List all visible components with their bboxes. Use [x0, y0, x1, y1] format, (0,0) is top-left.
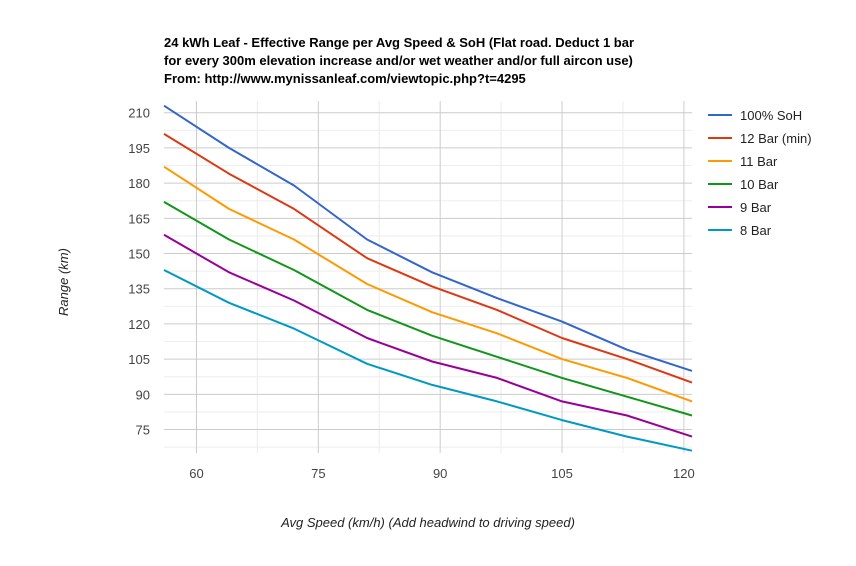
legend-label: 100% SoH: [740, 108, 802, 123]
major-gridlines: [164, 101, 692, 453]
y-tick-label: 105: [128, 352, 150, 367]
minor-gridlines: [164, 101, 692, 453]
legend-label: 9 Bar: [740, 200, 772, 215]
series-line-9-bar: [163, 233, 693, 438]
y-axis-ticks: 75 90 105 120 135 150 165 180 195 210: [128, 106, 150, 438]
legend-label: 10 Bar: [740, 177, 779, 192]
y-tick-label: 195: [128, 141, 150, 156]
y-tick-label: 150: [128, 247, 150, 262]
series-line-8-bar: [163, 269, 693, 452]
legend-item: 9 Bar: [708, 200, 772, 215]
y-tick-label: 120: [128, 317, 150, 332]
x-axis-ticks: 60 75 90 105 120: [189, 466, 694, 481]
series-line-100-soh: [163, 104, 693, 372]
chart-title-line-1: 24 kWh Leaf - Effective Range per Avg Sp…: [164, 35, 635, 50]
legend-item: 10 Bar: [708, 177, 779, 192]
y-tick-label: 180: [128, 176, 150, 191]
series-line-12-bar-min: [163, 133, 693, 384]
y-tick-label: 135: [128, 282, 150, 297]
x-tick-label: 90: [433, 466, 447, 481]
x-tick-label: 120: [673, 466, 695, 481]
x-tick-label: 105: [551, 466, 573, 481]
legend-item: 100% SoH: [708, 108, 802, 123]
series-line-11-bar: [163, 165, 693, 403]
y-tick-label: 90: [136, 387, 150, 402]
legend-label: 12 Bar (min): [740, 131, 812, 146]
series-lines: [163, 104, 693, 452]
series-line-10-bar: [163, 201, 693, 417]
chart-title-line-2: for every 300m elevation increase and/or…: [164, 53, 633, 68]
legend-item: 8 Bar: [708, 223, 772, 238]
legend-item: 11 Bar: [708, 154, 778, 169]
legend: 100% SoH 12 Bar (min) 11 Bar 10 Bar 9 Bar 8 B…: [708, 108, 812, 238]
y-tick-label: 165: [128, 211, 150, 226]
legend-label: 11 Bar: [740, 154, 778, 169]
legend-label: 8 Bar: [740, 223, 772, 238]
y-tick-label: 75: [136, 423, 150, 438]
y-axis-title: Range (km): [56, 248, 71, 316]
x-tick-label: 75: [311, 466, 325, 481]
x-tick-label: 60: [189, 466, 203, 481]
y-tick-label: 210: [128, 106, 150, 121]
chart-title: 24 kWh Leaf - Effective Range per Avg Sp…: [164, 34, 724, 88]
legend-item: 12 Bar (min): [708, 131, 812, 146]
x-axis-title: Avg Speed (km/h) (Add headwind to drivin…: [280, 515, 575, 530]
chart-title-line-3: From: http://www.mynissanleaf.com/viewto…: [164, 71, 526, 86]
